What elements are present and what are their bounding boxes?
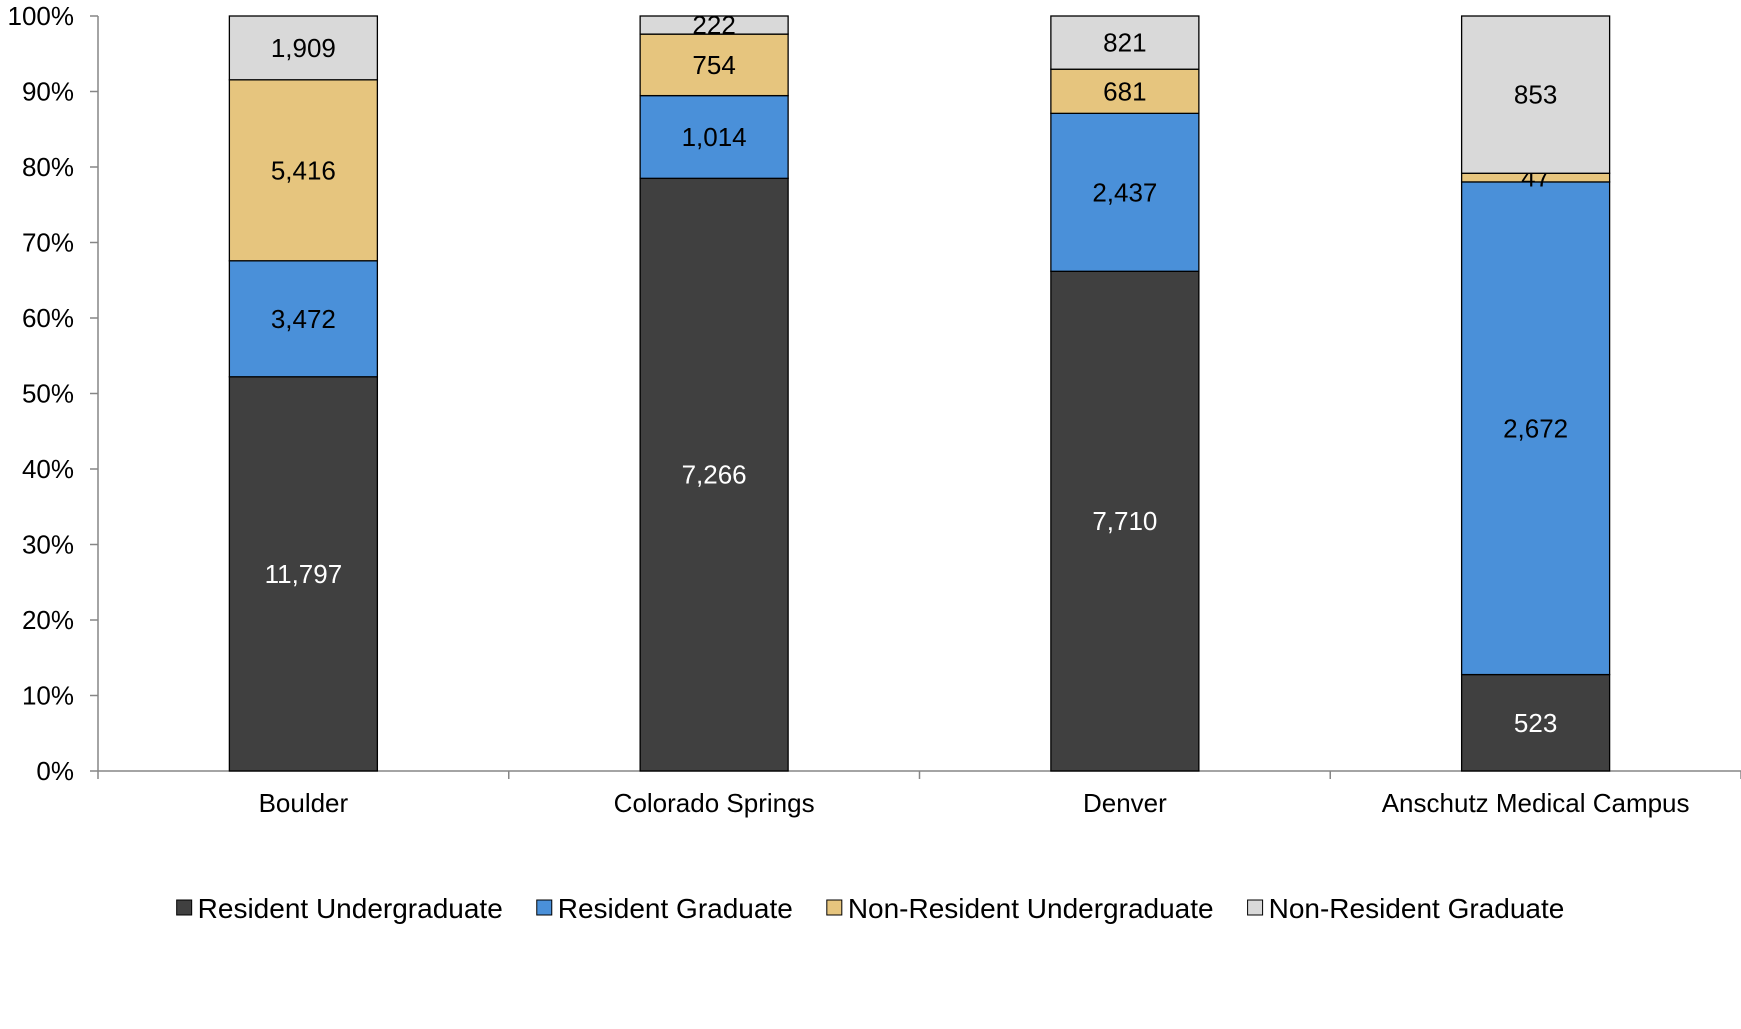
y-tick-label: 10% (22, 681, 74, 711)
bars: 11,797 3,472 5,416 1,909 7,266 1,014 754 222 7,7… (228, 10, 1611, 772)
data-label: 523 (1514, 708, 1557, 738)
y-tick-label: 50% (22, 379, 74, 409)
data-label: 1,909 (271, 33, 336, 63)
legend-label: Resident Graduate (558, 893, 793, 924)
bar-segment (1050, 68, 1200, 114)
y-tick-label: 60% (22, 303, 74, 333)
legend-item: Resident Graduate (536, 893, 793, 924)
legend-item: Non-Resident Graduate (1247, 893, 1565, 924)
bar-stack: 7,710 2,437 681 821 (1050, 15, 1200, 772)
legend-swatch (176, 899, 193, 916)
y-tick-label: 40% (22, 454, 74, 484)
legend-swatch (536, 899, 553, 916)
data-label: 7,710 (1092, 506, 1157, 536)
legend-label: Resident Undergraduate (198, 893, 503, 924)
bar-stack: 11,797 3,472 5,416 1,909 (228, 15, 379, 772)
legend-item: Resident Undergraduate (176, 893, 503, 924)
data-label: 681 (1103, 76, 1146, 106)
bar-segment (1050, 112, 1200, 272)
x-tick-label: Denver (1083, 788, 1167, 818)
data-label: 2,437 (1092, 177, 1157, 207)
bar-segment (228, 79, 379, 262)
x-tick-label: Anschutz Medical Campus (1382, 788, 1690, 818)
y-tick-label: 30% (22, 530, 74, 560)
data-label: 821 (1103, 28, 1146, 58)
legend-item: Non-Resident Undergraduate (826, 893, 1214, 924)
bar-segment (1460, 15, 1611, 174)
data-label: 222 (692, 10, 735, 40)
data-label: 754 (692, 50, 735, 80)
bar-segment (639, 177, 789, 772)
y-tick-label: 70% (22, 228, 74, 258)
y-axis: 0% 10% 20% 30% 40% 50% 60% 70% 80% 90% 100% (8, 1, 99, 786)
x-tick-label: Colorado Springs (614, 788, 815, 818)
data-label: 853 (1514, 80, 1557, 110)
bar-segment (639, 94, 789, 179)
bar-segment (1460, 673, 1611, 772)
bar-segment (228, 376, 379, 772)
legend-label: Non-Resident Graduate (1269, 893, 1565, 924)
y-tick-label: 20% (22, 605, 74, 635)
x-axis: Boulder Colorado Springs Denver Anschutz Me… (97, 770, 1741, 818)
legend-swatch (826, 899, 843, 916)
bar-segment (1050, 270, 1200, 772)
y-tick-label: 0% (36, 756, 74, 786)
bar-segment (228, 15, 379, 81)
bar-segment (639, 15, 789, 35)
legend: Resident Undergraduate Resident Graduate N… (176, 893, 1565, 924)
data-label: 7,266 (682, 460, 747, 490)
data-label: 11,797 (265, 559, 343, 589)
bar-segment (1460, 181, 1611, 676)
data-label: 3,472 (271, 304, 336, 334)
y-tick-label: 100% (8, 1, 75, 31)
data-label: 2,672 (1503, 413, 1568, 443)
legend-swatch (1247, 899, 1264, 916)
bar-stack: 7,266 1,014 754 222 (639, 10, 789, 772)
bar-segment (228, 260, 379, 378)
x-tick-label: Boulder (259, 788, 349, 818)
data-label: 5,416 (271, 155, 336, 185)
y-tick-label: 80% (22, 152, 74, 182)
data-label: 1,014 (682, 122, 747, 152)
bar-segment (1050, 15, 1200, 70)
y-tick-label: 90% (22, 77, 74, 107)
legend-label: Non-Resident Undergraduate (848, 893, 1214, 924)
